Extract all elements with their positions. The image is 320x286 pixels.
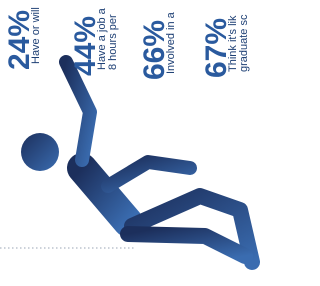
stat-text: Involved in a (165, 11, 177, 74)
stat-text: 8 hours per (107, 14, 119, 70)
stat-text: graduate sc (238, 14, 250, 72)
falling-figure (21, 62, 252, 262)
stat-text: Have or will (30, 7, 42, 64)
